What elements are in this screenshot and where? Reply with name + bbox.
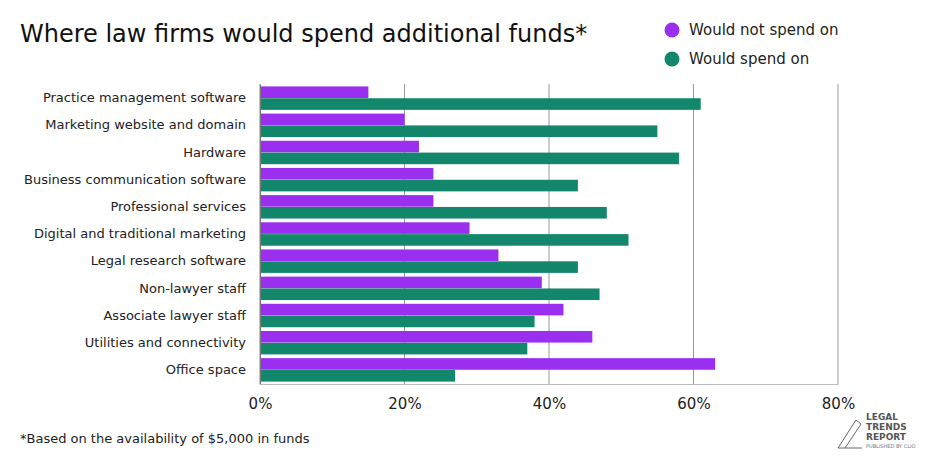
logo-text: REPORT	[866, 432, 907, 442]
grid	[260, 84, 838, 384]
legend-label: Would not spend on	[689, 21, 838, 39]
y-tick-label: Hardware	[183, 145, 246, 160]
y-tick: Legal research software	[91, 253, 260, 268]
x-axis: 0% 20% 40% 60% 80%	[249, 384, 856, 413]
bar	[260, 234, 628, 246]
bar	[260, 331, 592, 343]
x-tick: 40%	[533, 384, 566, 413]
y-tick-label: Professional services	[110, 199, 246, 214]
x-tick: 80%	[822, 384, 855, 413]
x-tick-label: 40%	[533, 395, 566, 413]
x-tick: 0%	[249, 384, 273, 413]
bar	[260, 153, 679, 165]
bar	[260, 168, 433, 180]
title: Where law firms would spend additional f…	[20, 20, 587, 48]
legend-label: Would spend on	[689, 50, 809, 68]
x-tick: 60%	[677, 384, 710, 413]
grid-line	[838, 84, 839, 384]
logo-icon	[838, 448, 862, 449]
y-tick: Digital and traditional marketing	[34, 226, 260, 241]
x-tick-label: 80%	[822, 395, 855, 413]
y-tick-label: Digital and traditional marketing	[34, 226, 246, 241]
y-tick-label: Practice management software	[43, 90, 246, 105]
y-tick: Business communication software	[24, 172, 260, 187]
y-tick-label: Marketing website and domain	[45, 117, 246, 132]
x-tick-label: 60%	[677, 395, 710, 413]
y-tick: Associate lawyer staff	[103, 308, 260, 323]
bar	[260, 316, 535, 328]
bar	[260, 304, 563, 316]
footnote: *Based on the availability of $5,000 in …	[20, 431, 310, 446]
logo-icon	[838, 420, 856, 448]
logo-icon	[856, 420, 861, 424]
bar	[260, 222, 470, 234]
bar	[260, 114, 405, 126]
bar	[260, 343, 527, 355]
logo-text: TRENDS	[866, 422, 907, 432]
y-axis-line	[260, 85, 261, 385]
y-tick: Practice management software	[43, 90, 260, 105]
chart: Where law firms would spend additional f…	[0, 0, 936, 472]
bar	[260, 180, 578, 192]
legend-marker	[665, 23, 680, 38]
bar	[260, 125, 657, 137]
bar	[260, 195, 433, 207]
bar	[260, 249, 498, 261]
y-tick-label: Legal research software	[91, 253, 246, 268]
y-tick-label: Office space	[166, 362, 246, 377]
legend: Would not spend on Would spend on	[665, 21, 839, 68]
y-tick: Professional services	[110, 199, 260, 214]
bar	[260, 207, 607, 219]
logo-icon	[845, 424, 861, 448]
grid-line	[693, 84, 694, 384]
bar	[260, 358, 715, 370]
bar	[260, 370, 455, 382]
x-axis-line	[261, 384, 839, 385]
y-tick: Marketing website and domain	[45, 117, 260, 132]
bar	[260, 141, 419, 153]
bar	[260, 86, 368, 98]
bar	[260, 288, 600, 300]
logo-subtext: PUBLISHED BY CLIO	[866, 443, 915, 449]
x-tick-label: 20%	[388, 395, 421, 413]
y-tick: Non-lawyer staff	[139, 281, 260, 296]
y-axis: Practice management software Marketing we…	[24, 85, 260, 385]
y-tick-label: Associate lawyer staff	[103, 308, 247, 323]
y-tick-label: Non-lawyer staff	[139, 281, 247, 296]
y-tick: Office space	[166, 362, 260, 377]
y-tick: Utilities and connectivity	[85, 335, 260, 350]
bar	[260, 277, 542, 289]
y-tick-label: Business communication software	[24, 172, 246, 187]
logo: LEGALTRENDSREPORTPUBLISHED BY CLIO	[838, 412, 915, 449]
bars	[260, 86, 715, 381]
y-tick: Hardware	[183, 145, 260, 160]
logo-text: LEGAL	[866, 412, 898, 422]
legend-marker	[665, 52, 680, 67]
x-tick: 20%	[388, 384, 421, 413]
bar	[260, 98, 701, 110]
bar	[260, 261, 578, 273]
x-tick-label: 0%	[249, 395, 273, 413]
grid-line	[260, 84, 261, 384]
y-tick-label: Utilities and connectivity	[85, 335, 246, 350]
